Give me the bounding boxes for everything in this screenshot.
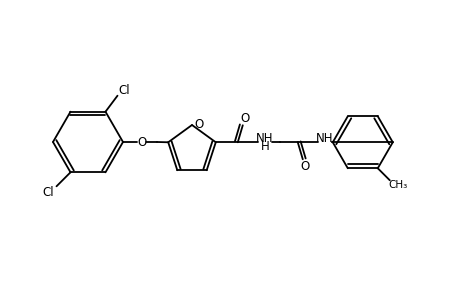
Text: Cl: Cl (118, 84, 130, 97)
Text: H: H (260, 140, 269, 153)
Text: NH: NH (315, 132, 333, 145)
Text: NH: NH (256, 132, 273, 145)
Text: O: O (137, 136, 146, 148)
Text: CH₃: CH₃ (387, 180, 407, 190)
Text: O: O (240, 112, 249, 125)
Text: Cl: Cl (43, 186, 54, 199)
Text: O: O (194, 118, 203, 130)
Text: O: O (300, 160, 309, 173)
